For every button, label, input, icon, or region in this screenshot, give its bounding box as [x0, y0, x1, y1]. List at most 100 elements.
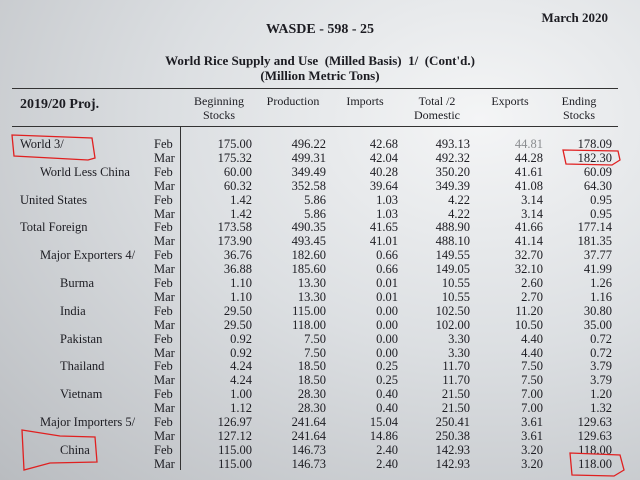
cell-total-domestic: 102.50 — [435, 303, 470, 318]
cell-production: 115.00 — [292, 303, 326, 318]
table-title: World Rice Supply and Use (Milled Basis)… — [165, 53, 475, 68]
row-month: Feb — [154, 359, 173, 374]
table-row: Pakistan Feb 0.92 7.50 0.00 3.30 4.40 0.72 — [0, 332, 640, 346]
cell-total-domestic: 3.30 — [448, 345, 470, 360]
table-row: India Feb 29.50 115.00 0.00 102.50 11.20 30.80 — [0, 304, 640, 318]
cell-beginning-stocks: 4.24 — [230, 359, 252, 374]
header-rule — [12, 126, 618, 127]
cell-production: 13.30 — [297, 276, 326, 290]
cell-production: 13.30 — [297, 289, 326, 304]
column-header-exports: Exports — [473, 94, 547, 108]
cell-exports: 3.14 — [521, 192, 543, 207]
row-month: Mar — [154, 345, 175, 360]
row-month: Mar — [154, 456, 175, 471]
cell-ending-stocks: 118.00 — [578, 442, 612, 457]
cell-imports: 0.00 — [376, 303, 398, 318]
cell-total-domestic: 11.70 — [442, 359, 470, 374]
table-row: Mar 29.50 118.00 0.00 102.00 10.50 35.00 — [0, 318, 640, 332]
cell-total-domestic: 250.41 — [435, 415, 470, 429]
row-month: Feb — [154, 331, 173, 346]
cell-imports: 1.03 — [376, 192, 398, 207]
cell-beginning-stocks: 1.10 — [230, 276, 252, 290]
cell-ending-stocks: 118.00 — [578, 456, 612, 471]
cell-ending-stocks: 37.77 — [583, 248, 612, 263]
cell-production: 499.31 — [291, 150, 326, 165]
column-divider — [180, 126, 181, 470]
cell-imports: 0.66 — [376, 262, 398, 277]
cell-total-domestic: 493.13 — [435, 137, 470, 151]
cell-ending-stocks: 0.72 — [590, 345, 612, 360]
column-header-line: Exports — [491, 94, 529, 108]
report-id: WASDE - 598 - 25 — [265, 22, 375, 37]
cell-exports: 3.20 — [521, 442, 543, 457]
cell-total-domestic: 149.55 — [435, 248, 470, 263]
row-month: Feb — [154, 442, 173, 457]
cell-beginning-stocks: 115.00 — [218, 456, 252, 471]
table-row: Mar 60.32 352.58 39.64 349.39 41.08 64.30 — [0, 179, 640, 193]
cell-imports: 15.04 — [369, 415, 398, 429]
cell-exports: 10.50 — [514, 317, 543, 332]
table-row: Major Exporters 4/Feb 36.76 182.60 0.66 149.… — [0, 248, 640, 262]
table-row: Mar 36.88 185.60 0.66 149.05 32.10 41.99 — [0, 262, 640, 276]
table-row: China Feb 115.00 146.73 2.40 142.93 3.20 118.00 — [0, 443, 640, 457]
column-header-line: Beginning — [194, 94, 244, 108]
cell-exports: 44.28 — [514, 150, 543, 165]
row-month: Feb — [154, 137, 173, 151]
row-month: Mar — [154, 262, 175, 277]
cell-exports: 32.70 — [514, 248, 543, 263]
column-header-production: Production — [256, 94, 330, 108]
row-label: World Less China — [40, 164, 130, 179]
row-month: Mar — [154, 317, 175, 332]
row-month: Feb — [154, 276, 173, 290]
row-month: Feb — [154, 164, 173, 179]
cell-imports: 0.00 — [376, 345, 398, 360]
cell-ending-stocks: 0.95 — [590, 192, 612, 207]
table-row: Mar 173.90 493.45 41.01 488.10 41.14 181.35 — [0, 234, 640, 248]
cell-imports: 0.01 — [376, 289, 398, 304]
cell-exports: 7.50 — [521, 373, 543, 388]
cell-beginning-stocks: 1.42 — [230, 192, 252, 207]
table-row: Mar 1.42 5.86 1.03 4.22 3.14 0.95 — [0, 207, 640, 221]
cell-exports: 44.81 — [514, 137, 543, 151]
cell-beginning-stocks: 60.32 — [223, 178, 252, 193]
row-month: Mar — [154, 150, 175, 165]
cell-production: 146.73 — [291, 456, 326, 471]
row-month: Feb — [154, 192, 173, 207]
cell-ending-stocks: 182.30 — [577, 150, 612, 165]
cell-total-domestic: 142.93 — [435, 442, 470, 457]
table-row: Vietnam Feb 1.00 28.30 0.40 21.50 7.00 1.20 — [0, 387, 640, 401]
table-row: Mar 115.00 146.73 2.40 142.93 3.20 118.00 — [0, 457, 640, 471]
cell-total-domestic: 4.22 — [448, 206, 470, 221]
cell-ending-stocks: 129.63 — [577, 415, 612, 429]
column-header-imports: Imports — [328, 94, 402, 108]
cell-total-domestic: 102.00 — [435, 317, 470, 332]
cell-beginning-stocks: 175.00 — [217, 137, 252, 151]
table-row: Mar 127.12 241.64 14.86 250.38 3.61 129.63 — [0, 429, 640, 443]
row-label: Major Exporters 4/ — [40, 248, 136, 263]
row-month: Mar — [154, 178, 175, 193]
table-subtitle: (Million Metric Tons) — [260, 68, 380, 83]
cell-beginning-stocks: 60.00 — [223, 164, 252, 179]
cell-ending-stocks: 178.09 — [577, 137, 612, 151]
cell-ending-stocks: 0.95 — [590, 206, 612, 221]
table-row: Mar 175.32 499.31 42.04 492.32 44.28 182.30 — [0, 151, 640, 165]
cell-beginning-stocks: 1.42 — [230, 206, 252, 221]
cell-production: 146.73 — [291, 442, 326, 457]
row-month: Feb — [154, 220, 173, 235]
cell-ending-stocks: 181.35 — [577, 234, 612, 249]
cell-exports: 3.14 — [521, 206, 543, 221]
cell-imports: 14.86 — [369, 428, 398, 443]
cell-imports: 2.40 — [376, 456, 398, 471]
row-month: Mar — [154, 428, 175, 443]
row-label: Pakistan — [60, 331, 103, 346]
cell-exports: 11.20 — [515, 303, 543, 318]
column-header-line: Production — [266, 94, 320, 108]
cell-production: 18.50 — [297, 359, 326, 374]
row-label: United States — [20, 192, 88, 207]
table-row: World 3/Feb 175.00 496.22 42.68 493.13 44.81 1… — [0, 137, 640, 151]
cell-ending-stocks: 1.26 — [590, 276, 612, 290]
cell-ending-stocks: 35.00 — [583, 317, 612, 332]
cell-ending-stocks: 1.32 — [590, 401, 612, 416]
column-header-line: Total /2 — [418, 94, 456, 108]
cell-beginning-stocks: 0.92 — [230, 331, 252, 346]
